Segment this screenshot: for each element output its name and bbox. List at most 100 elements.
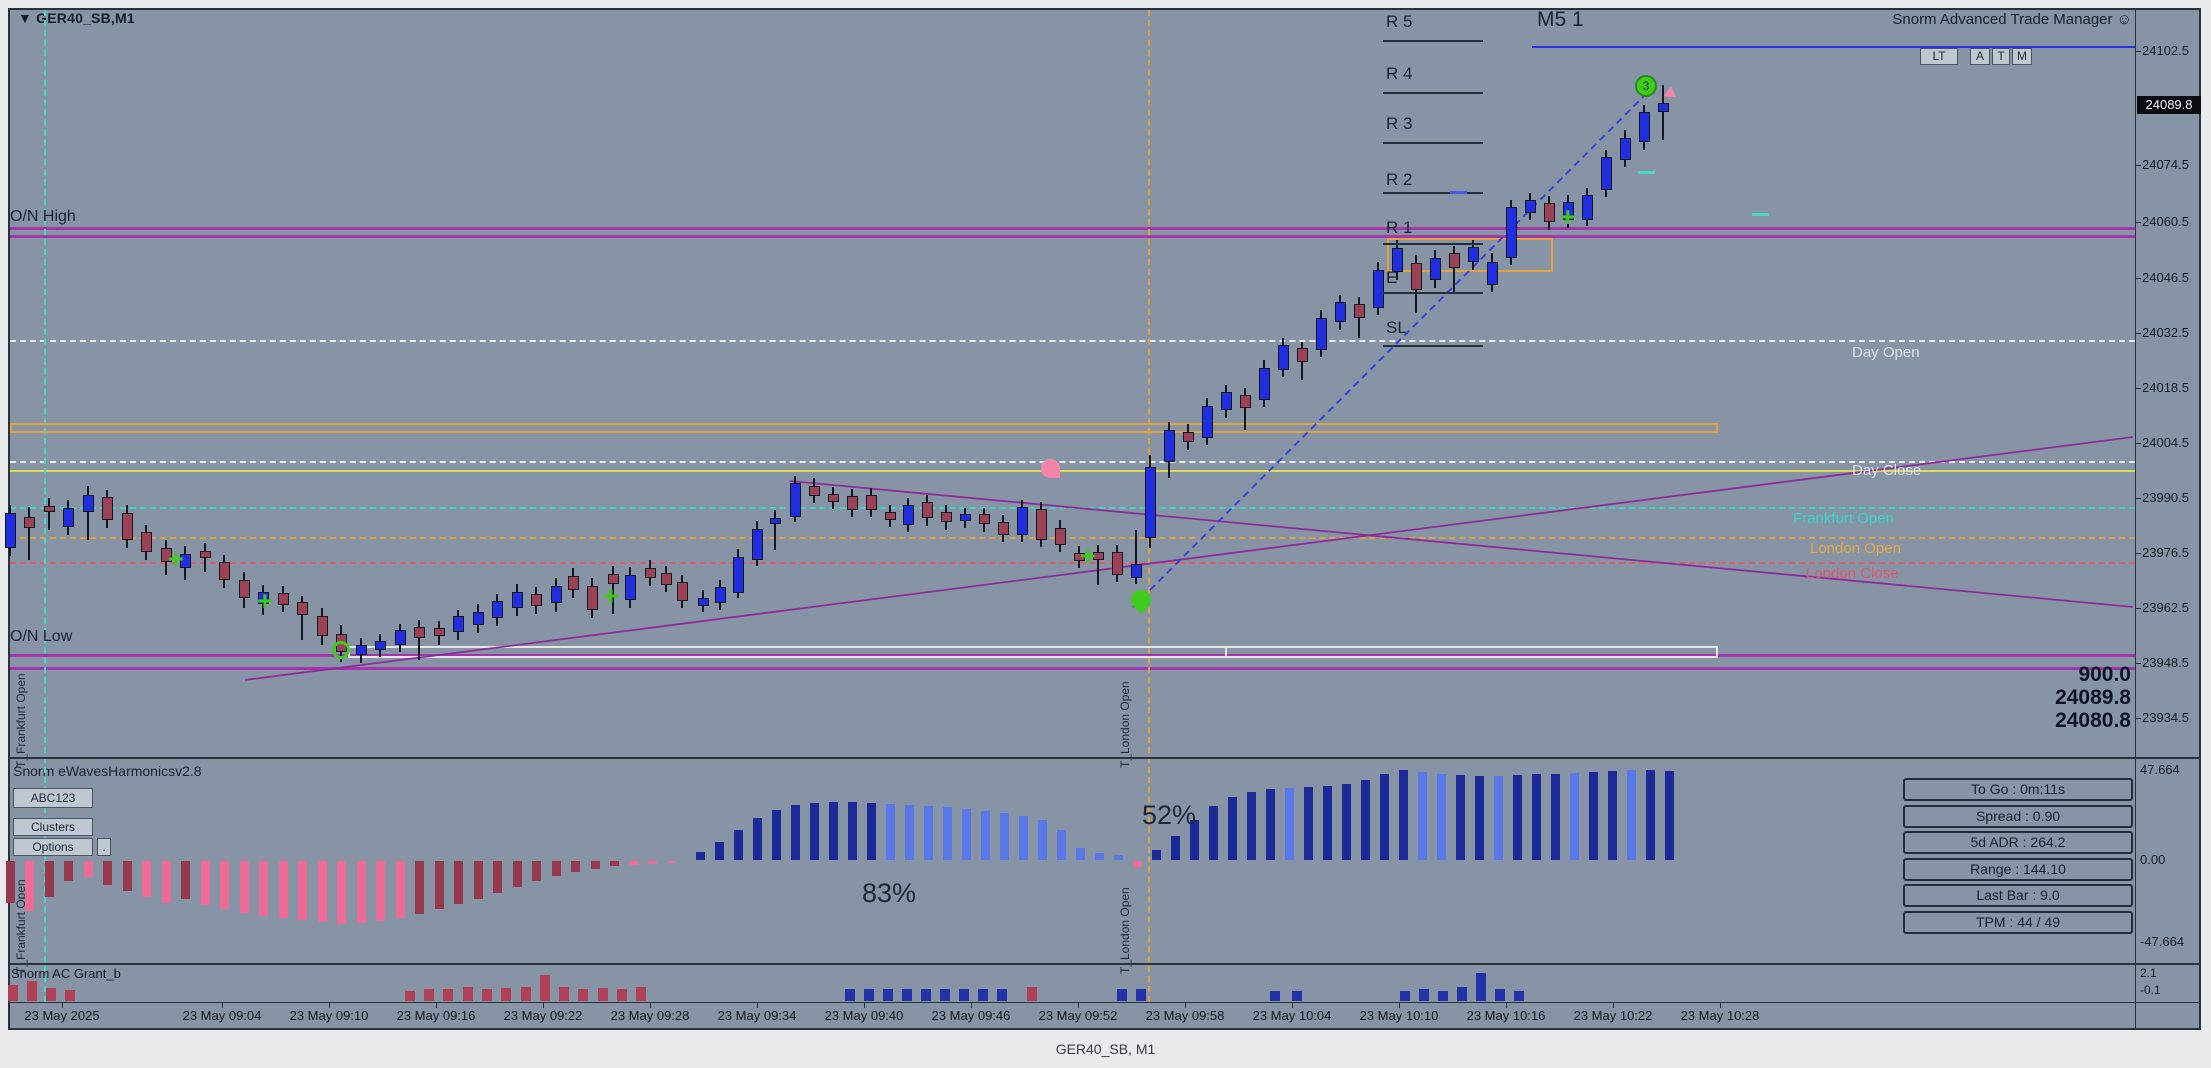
panel-separator	[8, 963, 2201, 965]
price-tick-label: 24074.5	[2142, 157, 2189, 172]
candle-body	[1563, 202, 1574, 220]
level-line-r3	[1383, 142, 1483, 144]
price-tick-label: 24018.5	[2142, 380, 2189, 395]
level-line-r5	[1383, 40, 1483, 42]
atm-button-m[interactable]: M	[2012, 48, 2032, 65]
ac-bar	[559, 987, 569, 1001]
candle-body	[395, 630, 406, 645]
candle-body	[922, 502, 933, 518]
histogram-bar	[6, 861, 15, 903]
ac-bar	[997, 989, 1007, 1001]
ewaves-button-options[interactable]: Options	[13, 838, 93, 856]
time-tick-mark	[436, 1003, 437, 1008]
day-close-line	[10, 470, 2135, 472]
candle-body	[677, 582, 688, 601]
atm-button-lt[interactable]: LT	[1920, 48, 1958, 65]
histogram-bar	[123, 861, 132, 891]
candle-body	[1620, 138, 1631, 160]
histogram-bar	[513, 861, 522, 887]
candle-wick	[1097, 545, 1099, 585]
ac-bar	[598, 988, 608, 1001]
current-price-tag: 24089.8	[2137, 96, 2201, 114]
ac-bar	[578, 989, 588, 1001]
time-label: 23 May 09:34	[717, 1008, 797, 1023]
histogram-bar	[181, 861, 190, 899]
time-tick-mark	[864, 1003, 865, 1008]
price-tick-label: 24060.5	[2142, 214, 2189, 229]
histogram-bar	[357, 861, 366, 923]
level-label-r5: R 5	[1386, 12, 1413, 31]
candle-body	[866, 495, 877, 510]
histogram-bar	[1361, 780, 1370, 860]
candle-body	[998, 522, 1009, 535]
time-label: 23 May 09:46	[931, 1008, 1011, 1023]
info-row-to-go: To Go : 0m:11s	[1903, 778, 2133, 801]
histogram-bar	[1266, 789, 1275, 860]
ewaves-scale-label: -47.664	[2140, 934, 2185, 949]
candle-body	[1468, 247, 1479, 262]
histogram-bar	[1285, 788, 1294, 860]
candle-body	[1411, 263, 1422, 290]
ewaves-indicator-title: Snorm eWavesHarmonicsv2.8	[13, 763, 202, 779]
orange-band	[10, 423, 1718, 433]
atm-button-a[interactable]: A	[1970, 48, 1990, 65]
price-tick-mark	[2135, 51, 2141, 52]
histogram-bar	[1513, 775, 1522, 860]
candle-body	[414, 627, 425, 638]
candle-body	[1183, 432, 1194, 442]
ac-bar	[1292, 991, 1302, 1001]
histogram-bar	[84, 861, 93, 877]
candle-body	[1354, 304, 1365, 318]
time-label: 23 May 10:16	[1466, 1008, 1546, 1023]
candle-body	[1525, 200, 1536, 213]
histogram-bar	[415, 861, 424, 914]
symbol-title[interactable]: ▼ GER40_SB,M1	[18, 10, 135, 26]
candle-body	[473, 612, 484, 625]
level-line-sl	[1383, 345, 1483, 347]
price-tick-mark	[2135, 498, 2141, 499]
entry-circle-marker	[332, 641, 350, 659]
ac-bar	[1419, 989, 1429, 1001]
overnight-label: O/N Low	[10, 628, 73, 645]
ewaves-button-abc123[interactable]: ABC123	[13, 788, 93, 808]
session-label: London Open	[1810, 540, 1901, 557]
candle-body	[453, 616, 464, 632]
histogram-bar	[1418, 772, 1427, 860]
histogram-bar	[493, 861, 502, 893]
ewaves-button-clusters[interactable]: Clusters	[13, 818, 93, 836]
info-row-range: Range : 144.10	[1903, 857, 2133, 881]
price-tick-mark	[2135, 718, 2141, 719]
time-label: 23 May 09:52	[1038, 1008, 1118, 1023]
price-axis-separator	[2135, 8, 2136, 1030]
white-range-divider	[1225, 646, 1227, 658]
buy-plus-marker: +	[1080, 541, 1096, 571]
histogram-bar	[610, 861, 619, 866]
ac-bar	[1476, 973, 1486, 1001]
candle-wick	[612, 566, 614, 614]
price-tick-mark	[2135, 333, 2141, 334]
ac-scale-label: -0.1	[2140, 983, 2161, 997]
candle-body	[434, 628, 445, 636]
candle-body	[715, 587, 726, 603]
ac-indicator-title: Snorm AC Grant_b	[11, 966, 121, 981]
histogram-bar	[1399, 770, 1408, 860]
info-row-spread: Spread : 0.90	[1903, 804, 2133, 828]
price-tick-label: 23934.5	[2142, 710, 2189, 725]
time-label: 23 May 09:40	[824, 1008, 904, 1023]
level-label-r4: R 4	[1386, 64, 1413, 83]
candle-body	[847, 496, 858, 510]
level-label-r1: R 1	[1386, 218, 1413, 237]
ewaves-button-[interactable]: .	[97, 838, 111, 856]
time-label: 23 May 10:04	[1252, 1008, 1332, 1023]
candle-body	[828, 494, 839, 502]
atm-button-t[interactable]: T	[1992, 48, 2010, 65]
histogram-bar	[886, 804, 895, 860]
candle-body	[885, 512, 896, 520]
histogram-bar	[259, 861, 268, 916]
ac-bar	[405, 991, 415, 1001]
ac-bar	[883, 989, 893, 1001]
candle-body	[1017, 507, 1028, 535]
price-tick-mark	[2135, 553, 2141, 554]
buy-plus-marker: +	[257, 586, 273, 616]
time-tick-mark	[1720, 1003, 1721, 1008]
